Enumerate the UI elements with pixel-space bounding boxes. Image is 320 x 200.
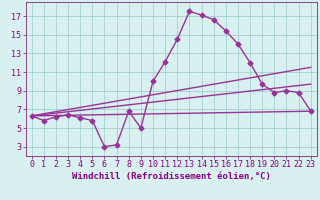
- X-axis label: Windchill (Refroidissement éolien,°C): Windchill (Refroidissement éolien,°C): [72, 172, 271, 181]
